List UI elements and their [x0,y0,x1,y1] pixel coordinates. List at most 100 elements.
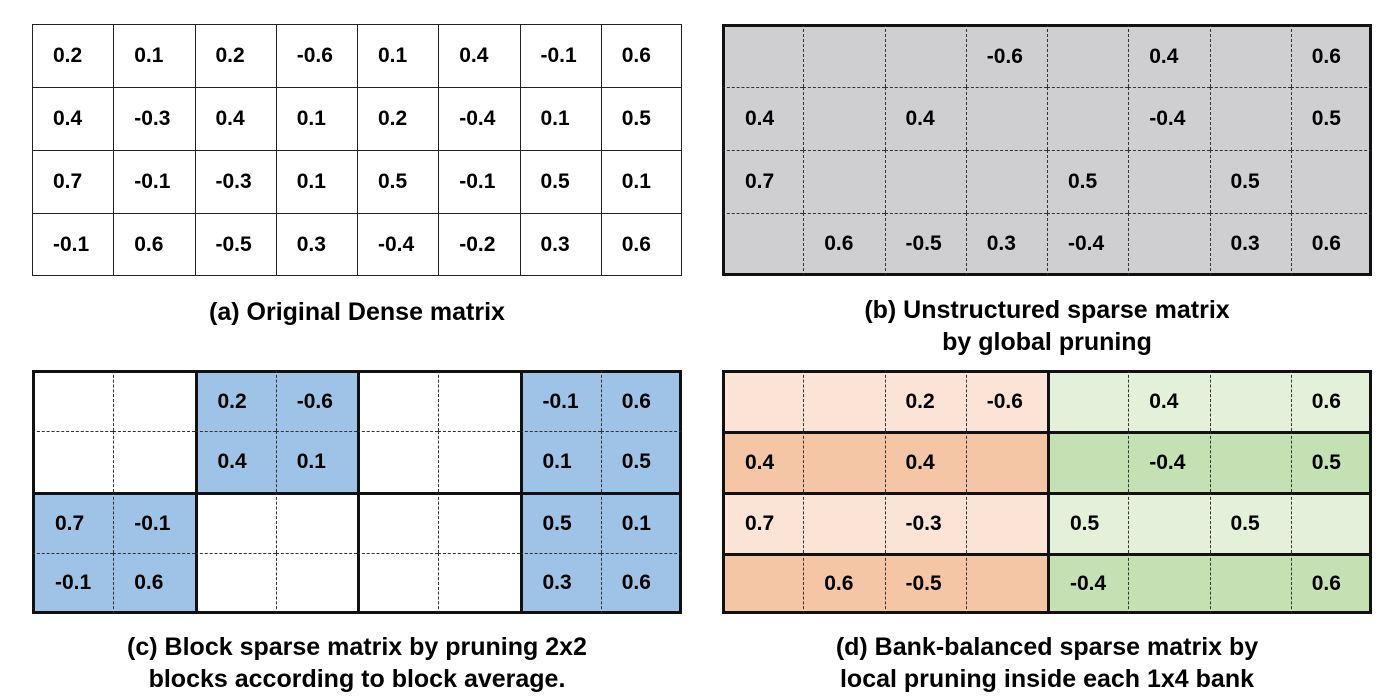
caption-line: (a) Original Dense matrix [209,298,505,326]
caption-dense-matrix: (a) Original Dense matrix [32,296,682,328]
matrix-cell [965,492,1047,553]
matrix-cell [1209,370,1291,431]
matrix-cell: -0.5 [884,213,966,276]
matrix-cell: 0.2 [32,24,114,87]
matrix-cell [1128,553,1210,614]
matrix-cell: -0.4 [1047,213,1129,276]
matrix-cell [32,431,114,492]
matrix-cell: 0.1 [519,87,601,150]
matrix-cell: 0.1 [275,431,357,492]
matrix-cell: 0.6 [803,553,885,614]
matrix-cell: -0.2 [438,213,520,276]
matrix-cell [1047,87,1129,150]
matrix-cell: -0.1 [519,370,601,431]
matrix-cell: 0.4 [722,87,804,150]
matrix-cell [803,370,885,431]
matrix-cell [438,492,520,553]
matrix-cell: 0.4 [884,431,966,492]
matrix-cell: 0.4 [722,431,804,492]
matrix-cell: 0.5 [600,87,682,150]
caption-line: (c) Block sparse matrix by pruning 2x2 [127,633,587,661]
matrix-cell [965,431,1047,492]
matrix-cell [803,431,885,492]
matrix-cell: 0.5 [600,431,682,492]
matrix-cell [1047,431,1129,492]
matrix-cell [1209,87,1291,150]
matrix-cell: -0.1 [32,553,114,614]
matrix-cell: 0.7 [722,492,804,553]
matrix-cell [722,370,804,431]
matrix-cell: 0.7 [32,492,114,553]
matrix-cell [1290,492,1372,553]
matrix-cell [113,431,195,492]
matrix-cell: -0.3 [884,492,966,553]
matrix-cell [438,431,520,492]
matrix-cell: 0.3 [519,553,601,614]
matrix-cell: 0.6 [1290,553,1372,614]
bank-balanced-grid: 0.2 -0.6 0.4 0.6 0.4 0.4 -0.4 0.5 0.7 -0.3 0.5 0.5 0… [722,370,1372,614]
matrix-cell [357,370,439,431]
matrix-cell: 0.6 [113,553,195,614]
block-sparse-grid: 0.2 -0.6 -0.1 0.6 0.4 0.1 0.1 0.5 0.7 -0.1 0.5 0.1-… [32,370,682,614]
matrix-cell: -0.6 [965,24,1047,87]
caption-bank-balanced: (d) Bank-balanced sparse matrix by local … [722,631,1372,695]
matrix-cell: 0.2 [194,370,276,431]
matrix-cell: -0.5 [884,553,966,614]
matrix-cell: 0.4 [1128,24,1210,87]
matrix-cell [357,492,439,553]
matrix-cell [722,24,804,87]
matrix-cell [194,492,276,553]
caption-line: (b) Unstructured sparse matrix [864,296,1230,324]
unstructured-sparse-grid: -0.6 0.4 0.6 0.4 0.4 -0.4 0.5 0.7 0.5 0.5 0.6 -0.5 0… [722,24,1372,276]
matrix-cell: 0.4 [884,87,966,150]
matrix-cell [1209,553,1291,614]
matrix-cell: 0.2 [884,370,966,431]
matrix-cell [438,370,520,431]
matrix-cell [1209,24,1291,87]
matrix-cell: 0.4 [32,87,114,150]
matrix-cell: 0.6 [113,213,195,276]
matrix-cell: 0.5 [1209,492,1291,553]
matrix-cell: 0.1 [357,24,439,87]
matrix-cell [722,553,804,614]
matrix-cell: -0.6 [275,370,357,431]
matrix-cell: 0.6 [600,213,682,276]
matrix-cell: 0.1 [275,87,357,150]
matrix-cell [357,553,439,614]
matrix-cell: 0.5 [1047,492,1129,553]
matrix-cell: -0.3 [194,150,276,213]
matrix-cell: 0.4 [194,431,276,492]
matrix-cell: -0.1 [32,213,114,276]
matrix-cell: 0.7 [32,150,114,213]
matrix-cell: -0.1 [519,24,601,87]
matrix-cell [1047,24,1129,87]
matrix-cell: 0.5 [357,150,439,213]
matrix-cell: 0.5 [1290,87,1372,150]
matrix-cell: 0.6 [600,24,682,87]
matrix-cell: 0.5 [1209,150,1291,213]
matrix-cell [275,492,357,553]
matrix-cell [965,150,1047,213]
matrix-cell: 0.1 [519,431,601,492]
matrix-cell: 0.4 [1128,370,1210,431]
caption-unstructured-sparse: (b) Unstructured sparse matrix by global … [722,294,1372,358]
matrix-cell [884,24,966,87]
matrix-cell: 0.4 [438,24,520,87]
matrix-cell [1290,150,1372,213]
matrix-cell [32,370,114,431]
matrix-cell: 0.3 [275,213,357,276]
matrix-cell: 0.2 [194,24,276,87]
matrix-cell: -0.4 [1128,431,1210,492]
matrix-cell: 0.3 [965,213,1047,276]
matrix-cell: 0.1 [113,24,195,87]
matrix-cell [803,24,885,87]
matrix-cell [1128,492,1210,553]
matrix-cell [1047,370,1129,431]
matrix-cell: 0.1 [600,492,682,553]
matrix-cell [113,370,195,431]
matrix-cell [1128,213,1210,276]
matrix-cell: 0.1 [600,150,682,213]
caption-line: local pruning inside each 1x4 bank [839,665,1254,693]
matrix-cell: -0.4 [438,87,520,150]
matrix-cell: 0.7 [722,150,804,213]
